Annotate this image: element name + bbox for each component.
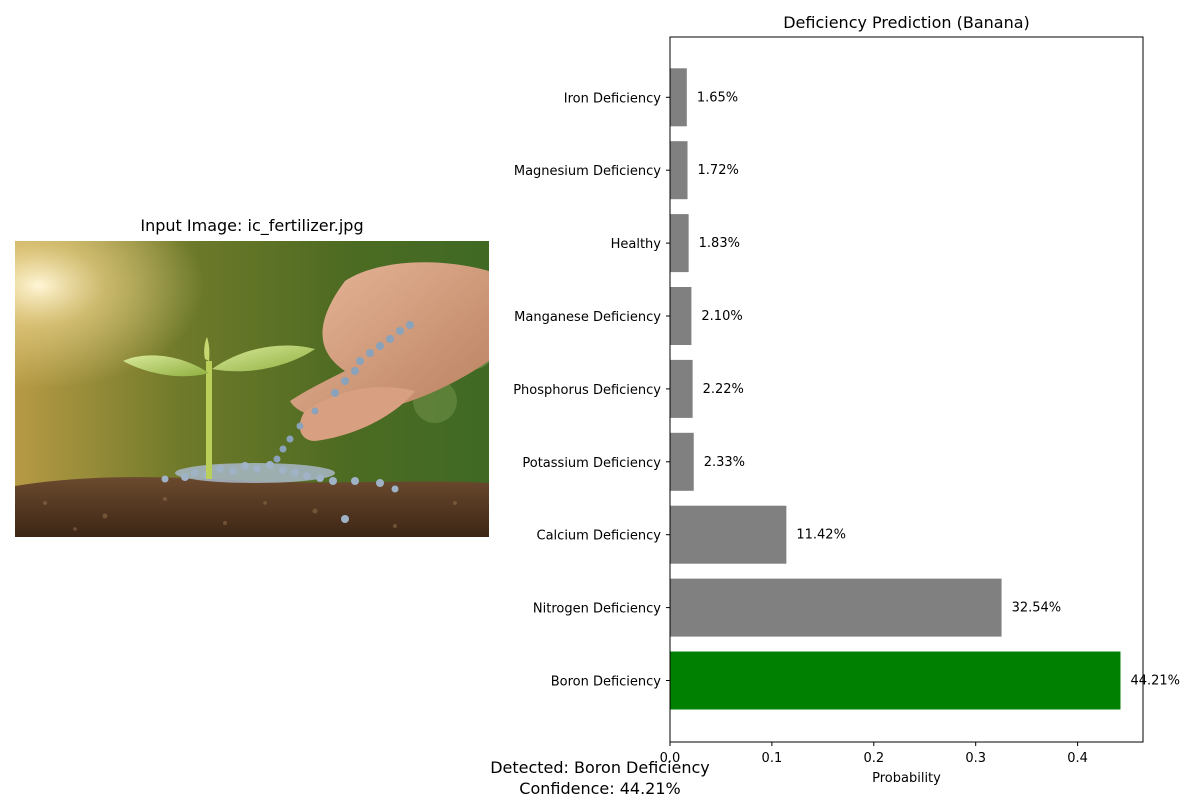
- value-label: 1.83%: [699, 236, 740, 251]
- value-label: 11.42%: [796, 528, 846, 543]
- x-tick-label: 0.2: [863, 751, 884, 766]
- y-tick-label: Nitrogen Deficiency: [533, 602, 661, 617]
- plot-frame: [669, 36, 1144, 743]
- y-tick-label: Magnesium Deficiency: [514, 164, 661, 179]
- detected-result: Detected: Boron Deficiency: [490, 758, 710, 777]
- bar-healthy: [670, 214, 689, 273]
- bar-manganese-deficiency: [670, 287, 692, 345]
- value-label: 1.65%: [697, 90, 738, 105]
- y-tick-label: Healthy: [611, 237, 662, 252]
- y-tick-label: Calcium Deficiency: [537, 529, 662, 544]
- bar-iron-deficiency: [670, 68, 687, 127]
- x-tick-label: 0.1: [762, 751, 783, 766]
- confidence-result: Confidence: 44.21%: [519, 779, 681, 798]
- y-tick-label: Manganese Deficiency: [514, 310, 661, 325]
- y-tick-label: Iron Deficiency: [564, 91, 662, 106]
- input-image-title: Input Image: ic_fertilizer.jpg: [140, 216, 364, 235]
- value-label: 44.21%: [1130, 674, 1180, 689]
- value-label: 2.22%: [703, 382, 744, 397]
- bar-nitrogen-deficiency: [670, 578, 1002, 637]
- value-label: 2.10%: [701, 309, 742, 324]
- chart-title: Deficiency Prediction (Banana): [783, 13, 1030, 32]
- input-image: [15, 241, 489, 537]
- value-label: 32.54%: [1012, 601, 1062, 616]
- bar-potassium-deficiency: [670, 432, 694, 491]
- bar-magnesium-deficiency: [670, 141, 688, 200]
- seedling-fertilizer-photo: [15, 241, 489, 537]
- x-tick-label: 0.4: [1067, 751, 1088, 766]
- x-axis-label: Probability: [872, 771, 941, 786]
- y-tick-label: Boron Deficiency: [551, 675, 662, 690]
- bar-boron-deficiency: [670, 651, 1121, 710]
- value-label: 1.72%: [698, 163, 739, 178]
- value-label: 2.33%: [704, 455, 745, 470]
- y-tick-label: Phosphorus Deficiency: [513, 383, 661, 398]
- x-tick-label: 0.0: [660, 751, 681, 766]
- bar-calcium-deficiency: [670, 505, 787, 564]
- x-tick-label: 0.3: [965, 751, 986, 766]
- y-tick-label: Potassium Deficiency: [522, 456, 661, 471]
- bar-phosphorus-deficiency: [670, 359, 693, 418]
